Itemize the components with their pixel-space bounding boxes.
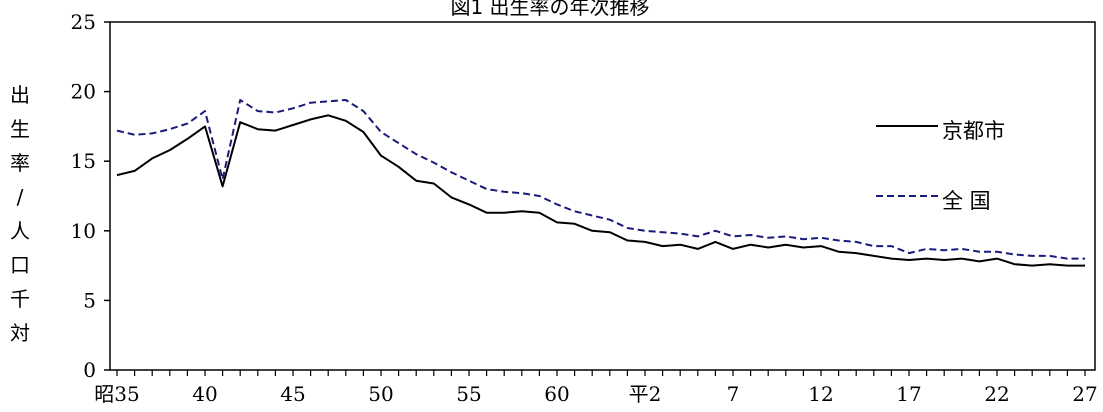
x-tick-label: 7 xyxy=(727,382,740,406)
y-axis-label-char: 口 xyxy=(10,253,30,277)
x-tick-label: 昭35 xyxy=(94,382,139,406)
y-tick-label: 0 xyxy=(83,358,96,382)
legend-label-kyoto: 京都市 xyxy=(942,119,1005,143)
y-axis-label-char: 人 xyxy=(10,219,30,243)
series-line-kyoto xyxy=(116,114,1085,267)
x-tick-label: 平2 xyxy=(629,382,662,406)
y-axis-label-char: 対 xyxy=(10,321,30,345)
x-tick-label: 45 xyxy=(280,382,305,406)
x-tick-label: 12 xyxy=(808,382,833,406)
y-axis-label-char: 千 xyxy=(10,287,30,311)
x-tick-label: 50 xyxy=(368,382,393,406)
y-tick-label: 5 xyxy=(83,288,96,312)
x-tick-label: 55 xyxy=(456,382,481,406)
y-axis-label-char: 出 xyxy=(10,83,30,107)
x-tick-label: 60 xyxy=(544,382,569,406)
x-tick-label: 17 xyxy=(896,382,921,406)
legend-label-national: 全 国 xyxy=(942,189,991,213)
y-tick-label: 15 xyxy=(71,149,96,173)
y-axis-label: 出 生 率 / 人 口 千 対 xyxy=(8,78,32,350)
y-tick-label: 25 xyxy=(71,10,96,34)
x-tick-label: 22 xyxy=(984,382,1009,406)
series-line-national xyxy=(116,99,1085,260)
y-axis-label-char: 生 xyxy=(10,117,30,141)
y-axis-label-char: 率 xyxy=(10,151,30,175)
y-tick-label: 20 xyxy=(71,80,96,104)
y-tick-label: 10 xyxy=(71,219,96,243)
x-tick-label: 40 xyxy=(192,382,217,406)
plot-area-frame xyxy=(109,21,1096,371)
x-tick-label: 27 xyxy=(1072,382,1097,406)
chart-title: 図1 出生率の年次推移 xyxy=(450,0,650,19)
y-axis-label-char: / xyxy=(16,185,24,209)
